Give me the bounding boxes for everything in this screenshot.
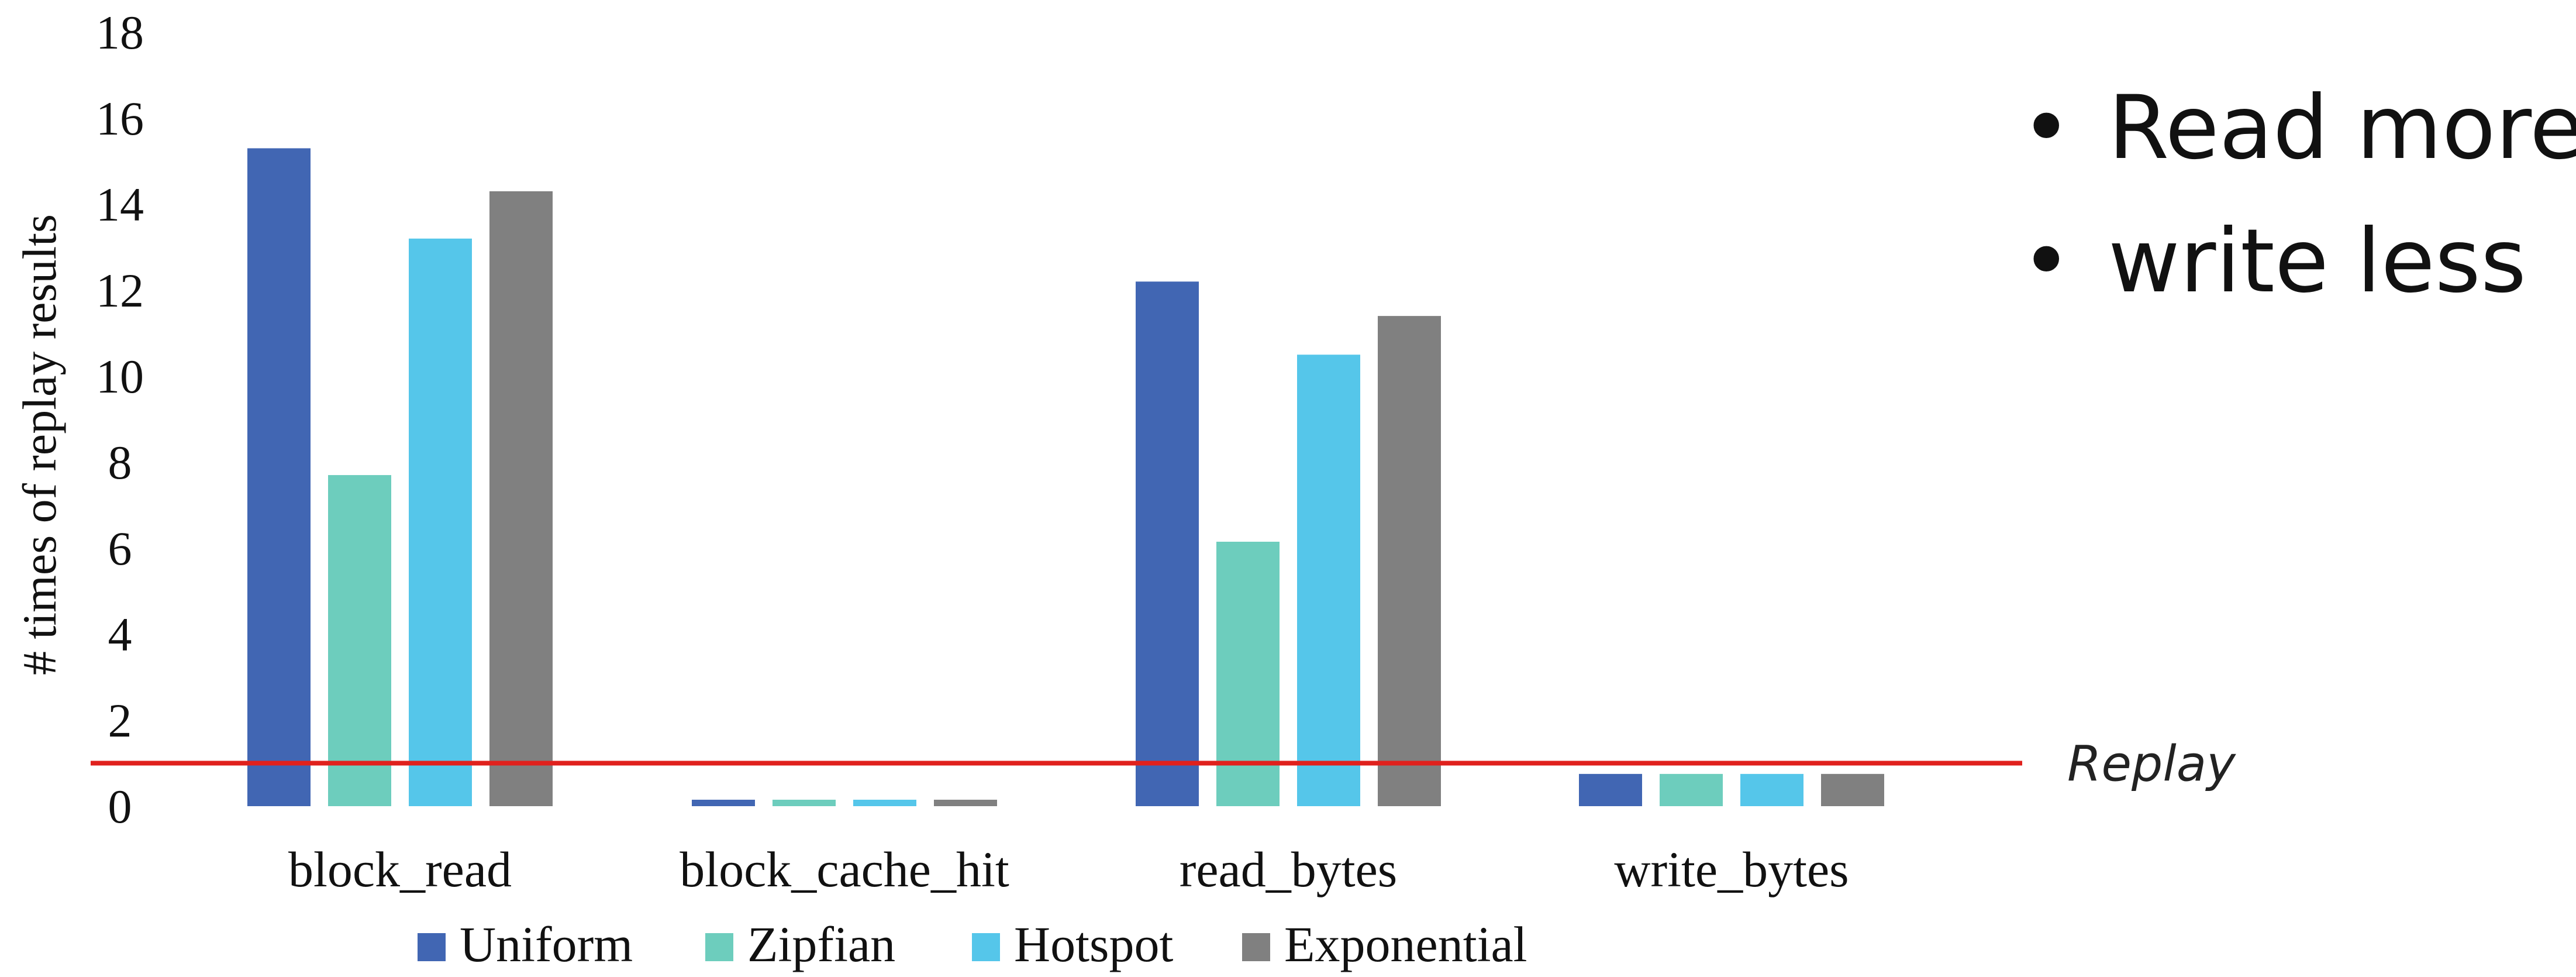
replay-reference-line-group: Replay: [91, 735, 2236, 793]
x-tick-label: write_bytes: [1614, 841, 1849, 897]
legend-item-hotspot: Hotspot: [972, 916, 1173, 972]
annotation-bullets: • Read more • write less: [2020, 77, 2576, 312]
legend-label: Hotspot: [1014, 916, 1173, 972]
annotation-item: • Read more: [2020, 77, 2576, 179]
y-tick-label: 16: [96, 92, 144, 145]
y-tick-label: 12: [96, 264, 144, 317]
legend-swatch: [705, 933, 733, 961]
y-axis-title: # times of replay results: [13, 214, 66, 675]
legend-swatch: [418, 933, 446, 961]
y-tick-label: 8: [108, 436, 132, 489]
annotation-text: write less: [2108, 211, 2526, 312]
bar-group: [247, 148, 1884, 807]
legend-swatch: [1242, 933, 1270, 961]
legend-item-exponential: Exponential: [1242, 916, 1527, 972]
y-tick-label: 10: [96, 350, 144, 403]
x-axis-category-labels: block_read block_cache_hit read_bytes write…: [288, 841, 1849, 897]
bar-cluster-write_bytes: [1579, 773, 1884, 806]
bar-cluster-block_read: [247, 148, 553, 807]
bar-zipfian-read_bytes: [1216, 541, 1280, 806]
legend-label: Exponential: [1284, 916, 1527, 972]
bar-hotspot-write_bytes: [1740, 773, 1803, 806]
legend-swatch: [972, 933, 1000, 961]
bullet-icon: •: [2020, 211, 2072, 312]
replay-line-label: Replay: [2067, 735, 2236, 793]
bar-cluster-block_cache_hit: [692, 799, 997, 806]
legend-label: Uniform: [460, 916, 633, 972]
bar-zipfian-write_bytes: [1660, 773, 1723, 806]
bar-hotspot-block_cache_hit: [853, 799, 916, 806]
bar-uniform-read_bytes: [1136, 281, 1199, 806]
y-axis-ticks: 0 2 4 6 8 10 12 14 16 18: [96, 6, 144, 833]
bar-cluster-read_bytes: [1136, 281, 1441, 806]
x-tick-label: block_cache_hit: [680, 841, 1009, 897]
y-tick-label: 2: [108, 694, 132, 747]
bullet-icon: •: [2020, 77, 2072, 179]
bar-exponential-block_cache_hit: [934, 799, 997, 806]
bar-exponential-read_bytes: [1378, 316, 1441, 806]
y-tick-label: 18: [96, 6, 144, 59]
legend-item-uniform: Uniform: [418, 916, 633, 972]
bar-uniform-write_bytes: [1579, 773, 1642, 806]
legend: Uniform Zipfian Hotspot Exponential: [418, 916, 1527, 972]
bar-hotspot-block_read: [409, 238, 472, 806]
annotation-item: • write less: [2020, 211, 2526, 312]
legend-label: Zipfian: [747, 916, 895, 972]
bar-hotspot-read_bytes: [1297, 355, 1360, 806]
y-tick-label: 0: [108, 780, 132, 833]
y-axis-label: # times of replay results: [13, 214, 66, 675]
bar-exponential-block_read: [489, 191, 553, 807]
bar-uniform-block_read: [247, 148, 311, 807]
bar-uniform-block_cache_hit: [692, 799, 755, 806]
x-tick-label: read_bytes: [1180, 841, 1398, 897]
bar-zipfian-block_read: [328, 475, 391, 806]
y-tick-label: 4: [108, 608, 132, 661]
y-tick-label: 14: [96, 178, 144, 231]
bar-exponential-write_bytes: [1821, 773, 1884, 806]
x-tick-label: block_read: [288, 841, 512, 897]
annotation-text: Read more: [2108, 77, 2576, 179]
bar-zipfian-block_cache_hit: [773, 799, 836, 806]
y-tick-label: 6: [108, 522, 132, 575]
legend-item-zipfian: Zipfian: [705, 916, 895, 972]
